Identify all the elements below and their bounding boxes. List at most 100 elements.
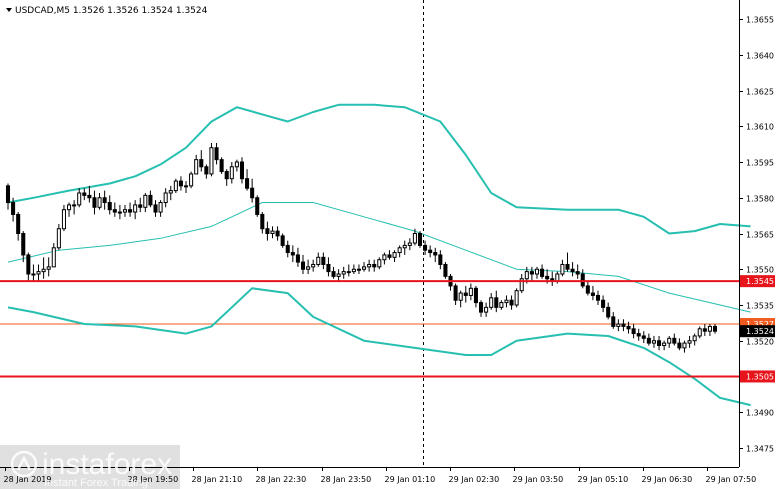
candle-body — [280, 235, 285, 246]
candle-body — [306, 266, 311, 270]
y-tick-label: 1.3520 — [746, 338, 774, 347]
candle-body — [382, 254, 387, 261]
y-tick-label: 1.3565 — [746, 231, 774, 240]
candle-body — [590, 292, 595, 296]
y-tick-label: 1.3535 — [746, 302, 774, 311]
candle-body — [377, 259, 382, 268]
candle-body — [128, 209, 133, 213]
candle-body — [163, 192, 168, 204]
current-price-label: 1.3524 — [746, 327, 774, 336]
candle-body — [423, 244, 428, 251]
logo-mark — [16, 455, 32, 471]
candle-body — [173, 180, 178, 192]
candle-body — [51, 247, 56, 268]
candle-body — [341, 271, 346, 275]
candle-body — [41, 268, 46, 273]
y-tick-label: 1.3640 — [746, 52, 774, 61]
candle-body — [524, 271, 529, 280]
candle-body — [682, 342, 687, 349]
candle-body — [87, 194, 92, 199]
candle-body — [77, 192, 82, 206]
candle-body — [651, 340, 656, 344]
candle-body — [555, 273, 560, 282]
symbol-header: USDCAD,M5 1.3526 1.3526 1.3524 1.3524 — [15, 6, 208, 16]
dropdown-arrow-icon[interactable] — [6, 8, 12, 12]
candle-body — [229, 166, 234, 180]
candle-body — [712, 325, 718, 332]
candle-body — [67, 204, 72, 211]
candle-body — [194, 159, 199, 175]
plot-area — [0, 0, 751, 467]
time-axis: 28 Jan 2019 28 Jan 19:50 28 Jan 21:10 28 Ja… — [4, 467, 756, 484]
candle-body — [458, 292, 463, 301]
candle-body — [239, 161, 244, 180]
x-tick-label: 29 Jan 02:30 — [449, 475, 500, 484]
candle-body — [657, 340, 662, 346]
candle-body — [677, 342, 682, 349]
candle-body — [372, 263, 377, 268]
candle-body — [443, 263, 448, 277]
instaforex-logo-icon — [10, 450, 38, 478]
bollinger-middle-line — [7, 202, 751, 313]
x-tick-label: 29 Jan 06:30 — [642, 475, 693, 484]
candle-body — [5, 185, 11, 204]
candle-body — [250, 187, 255, 199]
candle-body — [255, 197, 260, 215]
candle-body — [11, 202, 16, 215]
candle-body — [311, 263, 316, 268]
candle-body — [61, 209, 66, 230]
candle-body — [468, 287, 473, 296]
candle-body — [31, 273, 36, 276]
candle-body — [21, 233, 26, 256]
candle-body — [321, 256, 326, 265]
level-1.3545-badge — [740, 275, 775, 288]
candle-body — [585, 285, 590, 294]
candle-body — [46, 266, 51, 270]
candle-body — [275, 230, 280, 237]
candle-body — [189, 173, 194, 187]
candle-body — [122, 209, 128, 213]
candle-body — [570, 268, 575, 273]
price-line-label: 1.3527 — [746, 320, 774, 329]
x-tick-label: 28 Jan 22:30 — [256, 475, 307, 484]
candle-body — [117, 211, 122, 214]
candle-body — [626, 325, 631, 330]
candle-body — [245, 178, 250, 189]
candle-body — [102, 197, 107, 204]
watermark-brand: instaforex — [42, 448, 172, 481]
candle-body — [601, 299, 606, 308]
candle-body — [112, 209, 117, 213]
candle-body — [702, 328, 707, 332]
price-axis: 1.3655 1.3640 1.3625 1.3610 1.3595 1.3580 1.35… — [739, 16, 775, 454]
candle-body — [402, 244, 407, 249]
candle-body — [707, 325, 712, 332]
candle-body — [565, 263, 570, 270]
candle-body — [534, 268, 540, 275]
candle-body — [300, 261, 306, 270]
y-tick-label: 1.3490 — [746, 409, 774, 418]
level-1.3545-label: 1.3545 — [746, 277, 774, 286]
candle-body — [575, 271, 580, 275]
candle-body — [316, 256, 321, 265]
candle-body — [407, 242, 412, 246]
candle-body — [295, 254, 300, 263]
candle-body — [499, 302, 504, 308]
candle-body — [153, 204, 158, 213]
candle-body — [611, 316, 616, 327]
x-tick-label: 28 Jan 19:50 — [128, 475, 179, 484]
candle-body — [392, 252, 397, 258]
candle-body — [336, 273, 341, 277]
bollinger-lower-line — [7, 287, 751, 407]
candle-body — [331, 271, 336, 277]
watermark-tagline: Instant Forex Trading — [44, 477, 148, 489]
candle-body — [290, 252, 295, 256]
candle-body — [209, 147, 214, 175]
candle-body — [178, 180, 183, 187]
x-tick-label: 28 Jan 2019 — [4, 475, 52, 484]
candle-body — [214, 147, 219, 161]
candle-body — [56, 228, 61, 249]
candle-body — [417, 233, 423, 246]
candle-body — [545, 275, 550, 280]
candle-body — [224, 171, 229, 180]
bollinger-upper-line — [7, 103, 751, 235]
